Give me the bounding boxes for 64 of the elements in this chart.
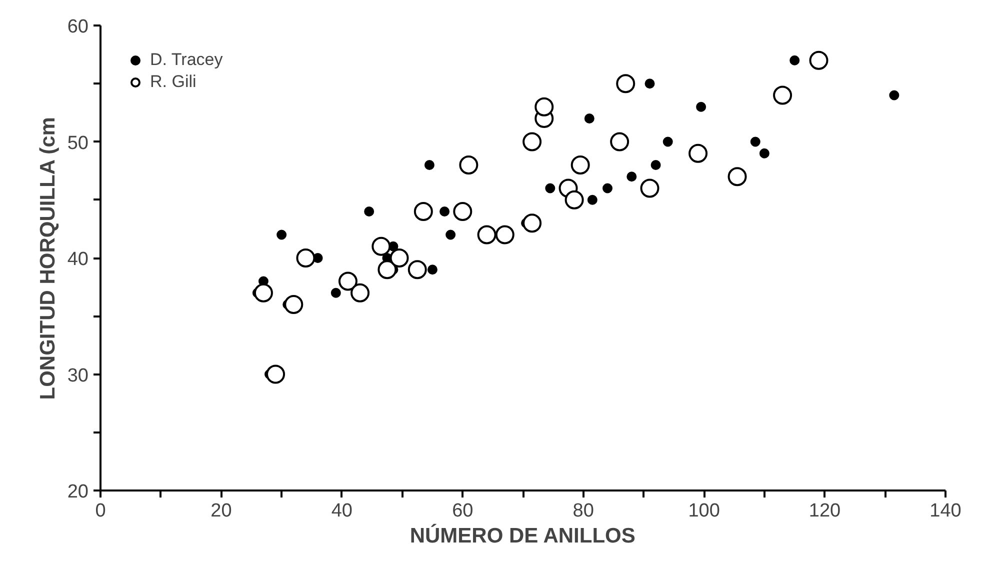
point (495, 225, 514, 244)
y-tick-label: 40 (67, 249, 89, 270)
y-axis-title: LONGITUD HORQUILLA (cm (36, 117, 60, 400)
point (650, 160, 661, 170)
point (610, 132, 630, 152)
point (338, 272, 358, 291)
point (696, 102, 706, 112)
point (254, 283, 273, 302)
point (644, 78, 655, 89)
point (626, 172, 637, 182)
x-tick-label: 20 (210, 500, 232, 522)
point (584, 114, 594, 124)
point (616, 74, 636, 94)
legend-label: D. Tracey (150, 50, 223, 70)
point (446, 230, 456, 240)
point (534, 97, 554, 116)
point (545, 183, 556, 194)
y-tick-label: 60 (67, 16, 89, 38)
point (564, 190, 584, 210)
point (522, 132, 542, 152)
point (587, 194, 598, 205)
point (889, 90, 900, 100)
x-tick-label: 120 (808, 500, 841, 522)
point (453, 202, 472, 221)
point (372, 236, 391, 256)
point (408, 260, 427, 280)
point (570, 156, 590, 174)
point (330, 288, 341, 298)
point (662, 136, 673, 147)
point (350, 283, 370, 302)
x-tick-label: 0 (95, 500, 106, 522)
x-tick-label: 140 (930, 500, 962, 522)
point (440, 206, 450, 216)
y-tick-label: 30 (67, 365, 89, 386)
x-tick-label: 60 (452, 500, 474, 522)
legend-label: R. Gili (150, 72, 196, 92)
point (750, 136, 760, 147)
point (809, 50, 828, 70)
point (390, 248, 409, 268)
point (728, 167, 747, 186)
point (459, 156, 478, 174)
point (378, 260, 397, 280)
point (364, 206, 374, 216)
point (427, 264, 438, 275)
point (266, 364, 286, 384)
point (790, 55, 800, 66)
point (284, 295, 304, 314)
point (477, 225, 496, 244)
x-axis-title: NÚMERO DE ANILLOS (410, 524, 636, 548)
x-tick-label: 100 (688, 500, 720, 522)
point (424, 160, 434, 170)
point (640, 178, 660, 198)
point (759, 148, 770, 158)
point (602, 183, 612, 194)
point (414, 202, 433, 221)
x-tick-label: 80 (572, 500, 594, 522)
y-tick-label: 50 (67, 132, 89, 154)
point (296, 248, 316, 268)
point (773, 86, 792, 105)
point (522, 214, 542, 233)
point (688, 144, 708, 163)
y-tick-label: 20 (67, 482, 89, 502)
point (276, 230, 287, 240)
x-tick-label: 40 (331, 500, 352, 522)
